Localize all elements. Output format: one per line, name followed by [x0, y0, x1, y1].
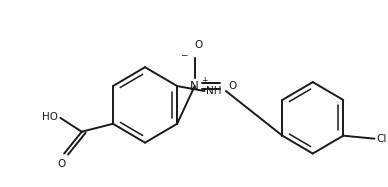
Text: NH: NH: [206, 86, 222, 96]
Text: +: +: [201, 76, 208, 85]
Text: N: N: [191, 79, 199, 93]
Text: O: O: [195, 40, 203, 50]
Text: O: O: [57, 159, 66, 168]
Text: O: O: [229, 81, 237, 91]
Text: Cl: Cl: [376, 134, 387, 144]
Text: HO: HO: [42, 112, 58, 122]
Text: −: −: [180, 50, 188, 59]
